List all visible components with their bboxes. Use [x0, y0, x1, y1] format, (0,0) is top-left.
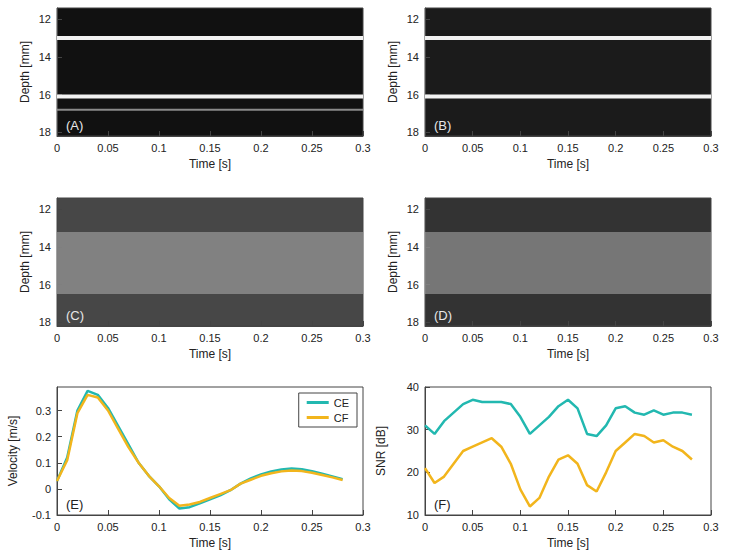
- svg-text:0.25: 0.25: [301, 521, 322, 533]
- svg-text:0.1: 0.1: [513, 142, 528, 154]
- svg-text:0.15: 0.15: [557, 142, 578, 154]
- svg-text:0.25: 0.25: [653, 142, 674, 154]
- svg-text:0: 0: [45, 483, 51, 495]
- svg-text:14: 14: [39, 241, 51, 253]
- svg-text:0.1: 0.1: [36, 457, 51, 469]
- svg-text:Depth [mm]: Depth [mm]: [386, 41, 400, 103]
- svg-text:0.3: 0.3: [355, 521, 370, 533]
- svg-text:(C): (C): [66, 308, 84, 323]
- svg-text:Depth [mm]: Depth [mm]: [18, 41, 32, 103]
- svg-text:30: 30: [407, 424, 419, 436]
- svg-text:12: 12: [39, 13, 51, 25]
- svg-text:Depth [mm]: Depth [mm]: [18, 231, 32, 293]
- svg-text:0: 0: [54, 332, 60, 344]
- svg-text:40: 40: [407, 381, 419, 393]
- svg-text:Time [s]: Time [s]: [547, 347, 589, 361]
- svg-text:0.05: 0.05: [97, 142, 118, 154]
- svg-text:0.2: 0.2: [253, 332, 268, 344]
- svg-text:Time [s]: Time [s]: [189, 347, 231, 361]
- svg-text:16: 16: [39, 89, 51, 101]
- svg-text:0.3: 0.3: [355, 332, 370, 344]
- svg-text:0.05: 0.05: [462, 332, 483, 344]
- svg-text:0.1: 0.1: [151, 521, 166, 533]
- svg-text:0.1: 0.1: [513, 332, 528, 344]
- svg-text:SNR [dB]: SNR [dB]: [374, 426, 388, 476]
- svg-text:18: 18: [407, 126, 419, 138]
- svg-text:0.2: 0.2: [608, 332, 623, 344]
- svg-text:Time [s]: Time [s]: [547, 536, 589, 550]
- svg-text:0.2: 0.2: [253, 142, 268, 154]
- svg-text:0: 0: [422, 142, 428, 154]
- svg-text:Depth [mm]: Depth [mm]: [386, 231, 400, 293]
- svg-text:12: 12: [39, 203, 51, 215]
- svg-text:CE: CE: [334, 397, 349, 409]
- svg-text:CF: CF: [334, 412, 349, 424]
- svg-text:16: 16: [39, 279, 51, 291]
- svg-text:0.25: 0.25: [653, 521, 674, 533]
- svg-text:18: 18: [407, 316, 419, 328]
- svg-text:0.05: 0.05: [97, 521, 118, 533]
- svg-text:18: 18: [39, 316, 51, 328]
- svg-text:0.15: 0.15: [557, 332, 578, 344]
- svg-text:0.1: 0.1: [151, 332, 166, 344]
- svg-text:0.1: 0.1: [513, 521, 528, 533]
- svg-text:0.15: 0.15: [199, 142, 220, 154]
- svg-text:0.2: 0.2: [608, 521, 623, 533]
- svg-text:0.25: 0.25: [653, 332, 674, 344]
- svg-text:-0.1: -0.1: [32, 509, 51, 521]
- svg-text:14: 14: [407, 51, 419, 63]
- svg-text:0: 0: [54, 521, 60, 533]
- svg-text:0.3: 0.3: [703, 332, 718, 344]
- svg-text:14: 14: [407, 241, 419, 253]
- svg-text:0: 0: [422, 332, 428, 344]
- svg-text:0: 0: [54, 142, 60, 154]
- svg-text:0.3: 0.3: [703, 521, 718, 533]
- svg-text:0.3: 0.3: [703, 142, 718, 154]
- svg-text:(A): (A): [66, 118, 83, 133]
- svg-text:Time [s]: Time [s]: [189, 157, 231, 171]
- svg-text:Time [s]: Time [s]: [189, 536, 231, 550]
- svg-text:(B): (B): [434, 118, 451, 133]
- svg-text:0.1: 0.1: [151, 142, 166, 154]
- svg-text:0.15: 0.15: [199, 521, 220, 533]
- svg-text:12: 12: [407, 13, 419, 25]
- svg-text:0.3: 0.3: [36, 405, 51, 417]
- svg-text:0.05: 0.05: [462, 142, 483, 154]
- svg-text:0.05: 0.05: [97, 332, 118, 344]
- svg-text:0.15: 0.15: [199, 332, 220, 344]
- svg-text:0: 0: [422, 521, 428, 533]
- svg-text:16: 16: [407, 89, 419, 101]
- svg-text:20: 20: [407, 466, 419, 478]
- svg-text:0.2: 0.2: [253, 521, 268, 533]
- svg-text:0.25: 0.25: [301, 332, 322, 344]
- svg-text:(E): (E): [66, 497, 83, 512]
- svg-text:18: 18: [39, 126, 51, 138]
- svg-text:0.05: 0.05: [462, 521, 483, 533]
- svg-text:0.25: 0.25: [301, 142, 322, 154]
- svg-text:(F): (F): [434, 497, 451, 512]
- svg-text:0.2: 0.2: [36, 431, 51, 443]
- svg-text:16: 16: [407, 279, 419, 291]
- svg-text:14: 14: [39, 51, 51, 63]
- svg-text:0.2: 0.2: [608, 142, 623, 154]
- svg-text:(D): (D): [434, 308, 452, 323]
- svg-text:0.15: 0.15: [557, 521, 578, 533]
- svg-text:12: 12: [407, 203, 419, 215]
- svg-text:10: 10: [407, 509, 419, 521]
- svg-text:0.3: 0.3: [355, 142, 370, 154]
- svg-text:Velocity [m/s]: Velocity [m/s]: [6, 416, 20, 487]
- svg-text:Time [s]: Time [s]: [547, 157, 589, 171]
